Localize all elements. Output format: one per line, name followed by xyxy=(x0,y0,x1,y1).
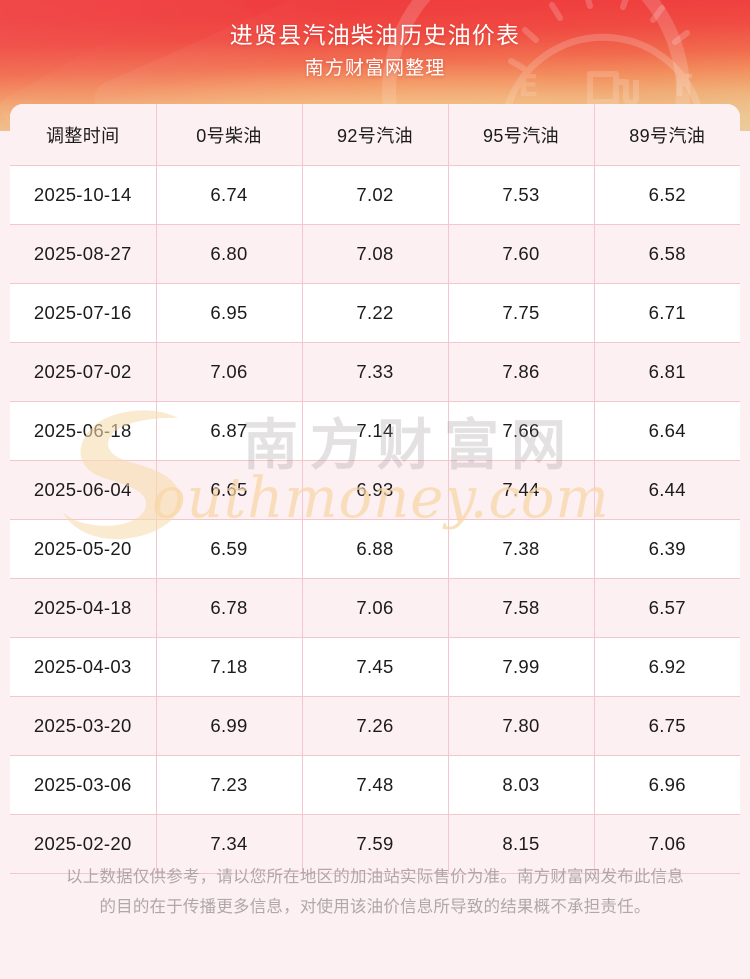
cell-diesel0: 6.87 xyxy=(156,401,303,461)
cell-gas92: 6.88 xyxy=(302,519,449,579)
cell-gas89: 6.75 xyxy=(594,696,740,756)
cell-gas89: 6.52 xyxy=(594,165,740,225)
cell-gas89: 7.06 xyxy=(594,814,740,874)
column-header-gas92: 92号汽油 xyxy=(302,104,449,166)
cell-date: 2025-04-03 xyxy=(10,637,157,697)
table-row: 2025-03-20 6.99 7.26 7.80 6.75 xyxy=(10,696,740,756)
cell-gas92: 7.33 xyxy=(302,342,449,402)
cell-diesel0: 6.78 xyxy=(156,578,303,638)
table-row: 2025-07-02 7.06 7.33 7.86 6.81 xyxy=(10,342,740,402)
cell-gas92: 6.93 xyxy=(302,460,449,520)
cell-date: 2025-07-02 xyxy=(10,342,157,402)
cell-date: 2025-08-27 xyxy=(10,224,157,284)
cell-gas89: 6.58 xyxy=(594,224,740,284)
cell-gas95: 7.58 xyxy=(448,578,595,638)
table-row: 2025-03-06 7.23 7.48 8.03 6.96 xyxy=(10,755,740,815)
cell-diesel0: 6.59 xyxy=(156,519,303,579)
cell-gas89: 6.96 xyxy=(594,755,740,815)
cell-gas92: 7.02 xyxy=(302,165,449,225)
cell-date: 2025-04-18 xyxy=(10,578,157,638)
cell-date: 2025-03-06 xyxy=(10,755,157,815)
table-row: 2025-10-14 6.74 7.02 7.53 6.52 xyxy=(10,165,740,225)
cell-gas95: 7.66 xyxy=(448,401,595,461)
cell-date: 2025-03-20 xyxy=(10,696,157,756)
cell-diesel0: 6.65 xyxy=(156,460,303,520)
cell-date: 2025-10-14 xyxy=(10,165,157,225)
cell-gas95: 7.86 xyxy=(448,342,595,402)
cell-gas89: 6.64 xyxy=(594,401,740,461)
cell-gas89: 6.92 xyxy=(594,637,740,697)
cell-date: 2025-07-16 xyxy=(10,283,157,343)
cell-diesel0: 7.34 xyxy=(156,814,303,874)
table-row: 2025-07-16 6.95 7.22 7.75 6.71 xyxy=(10,283,740,343)
table-row: 2025-06-18 6.87 7.14 7.66 6.64 xyxy=(10,401,740,461)
cell-gas95: 8.03 xyxy=(448,755,595,815)
cell-date: 2025-06-18 xyxy=(10,401,157,461)
table-row: 2025-04-18 6.78 7.06 7.58 6.57 xyxy=(10,578,740,638)
banner-titles: 进贤县汽油柴油历史油价表 南方财富网整理 xyxy=(0,0,750,84)
column-header-diesel0: 0号柴油 xyxy=(156,104,303,166)
table-row: 2025-04-03 7.18 7.45 7.99 6.92 xyxy=(10,637,740,697)
cell-gas92: 7.22 xyxy=(302,283,449,343)
cell-gas89: 6.57 xyxy=(594,578,740,638)
cell-diesel0: 7.06 xyxy=(156,342,303,402)
cell-gas95: 8.15 xyxy=(448,814,595,874)
cell-gas92: 7.14 xyxy=(302,401,449,461)
cell-gas89: 6.71 xyxy=(594,283,740,343)
footer: 以上数据仅供参考，请以您所在地区的加油站实际售价为准。南方财富网发布此信息的目的… xyxy=(0,862,750,922)
cell-gas92: 7.08 xyxy=(302,224,449,284)
price-table: 调整时间 0号柴油 92号汽油 95号汽油 89号汽油 2025-10-14 6… xyxy=(10,104,740,874)
cell-gas89: 6.81 xyxy=(594,342,740,402)
disclaimer-text: 以上数据仅供参考，请以您所在地区的加油站实际售价为准。南方财富网发布此信息的目的… xyxy=(66,868,684,916)
cell-gas95: 7.38 xyxy=(448,519,595,579)
cell-gas89: 6.44 xyxy=(594,460,740,520)
cell-gas92: 7.45 xyxy=(302,637,449,697)
cell-date: 2025-02-20 xyxy=(10,814,157,874)
cell-gas95: 7.60 xyxy=(448,224,595,284)
table-row: 2025-06-04 6.65 6.93 7.44 6.44 xyxy=(10,460,740,520)
cell-gas95: 7.80 xyxy=(448,696,595,756)
cell-diesel0: 6.95 xyxy=(156,283,303,343)
cell-gas92: 7.26 xyxy=(302,696,449,756)
column-header-gas89: 89号汽油 xyxy=(594,104,740,166)
table-row: 2025-02-20 7.34 7.59 8.15 7.06 xyxy=(10,814,740,874)
table-row: 2025-08-27 6.80 7.08 7.60 6.58 xyxy=(10,224,740,284)
table-row: 2025-05-20 6.59 6.88 7.38 6.39 xyxy=(10,519,740,579)
column-header-date: 调整时间 xyxy=(10,104,157,166)
page-title: 进贤县汽油柴油历史油价表 xyxy=(229,22,521,48)
cell-diesel0: 6.74 xyxy=(156,165,303,225)
cell-gas92: 7.06 xyxy=(302,578,449,638)
column-header-gas95: 95号汽油 xyxy=(448,104,595,166)
cell-gas95: 7.99 xyxy=(448,637,595,697)
cell-gas92: 7.48 xyxy=(302,755,449,815)
cell-diesel0: 7.23 xyxy=(156,755,303,815)
cell-date: 2025-05-20 xyxy=(10,519,157,579)
cell-diesel0: 7.18 xyxy=(156,637,303,697)
cell-gas89: 6.39 xyxy=(594,519,740,579)
cell-diesel0: 6.99 xyxy=(156,696,303,756)
cell-gas92: 7.59 xyxy=(302,814,449,874)
page-subtitle: 南方财富网整理 xyxy=(304,58,446,79)
cell-gas95: 7.53 xyxy=(448,165,595,225)
table-header-row: 调整时间 0号柴油 92号汽油 95号汽油 89号汽油 xyxy=(10,104,740,166)
cell-diesel0: 6.80 xyxy=(156,224,303,284)
table-body: 2025-10-14 6.74 7.02 7.53 6.52 2025-08-2… xyxy=(10,165,740,874)
cell-gas95: 7.75 xyxy=(448,283,595,343)
cell-date: 2025-06-04 xyxy=(10,460,157,520)
table-header: 调整时间 0号柴油 92号汽油 95号汽油 89号汽油 xyxy=(10,104,740,166)
cell-gas95: 7.44 xyxy=(448,460,595,520)
price-table-container: 调整时间 0号柴油 92号汽油 95号汽油 89号汽油 2025-10-14 6… xyxy=(10,104,740,874)
